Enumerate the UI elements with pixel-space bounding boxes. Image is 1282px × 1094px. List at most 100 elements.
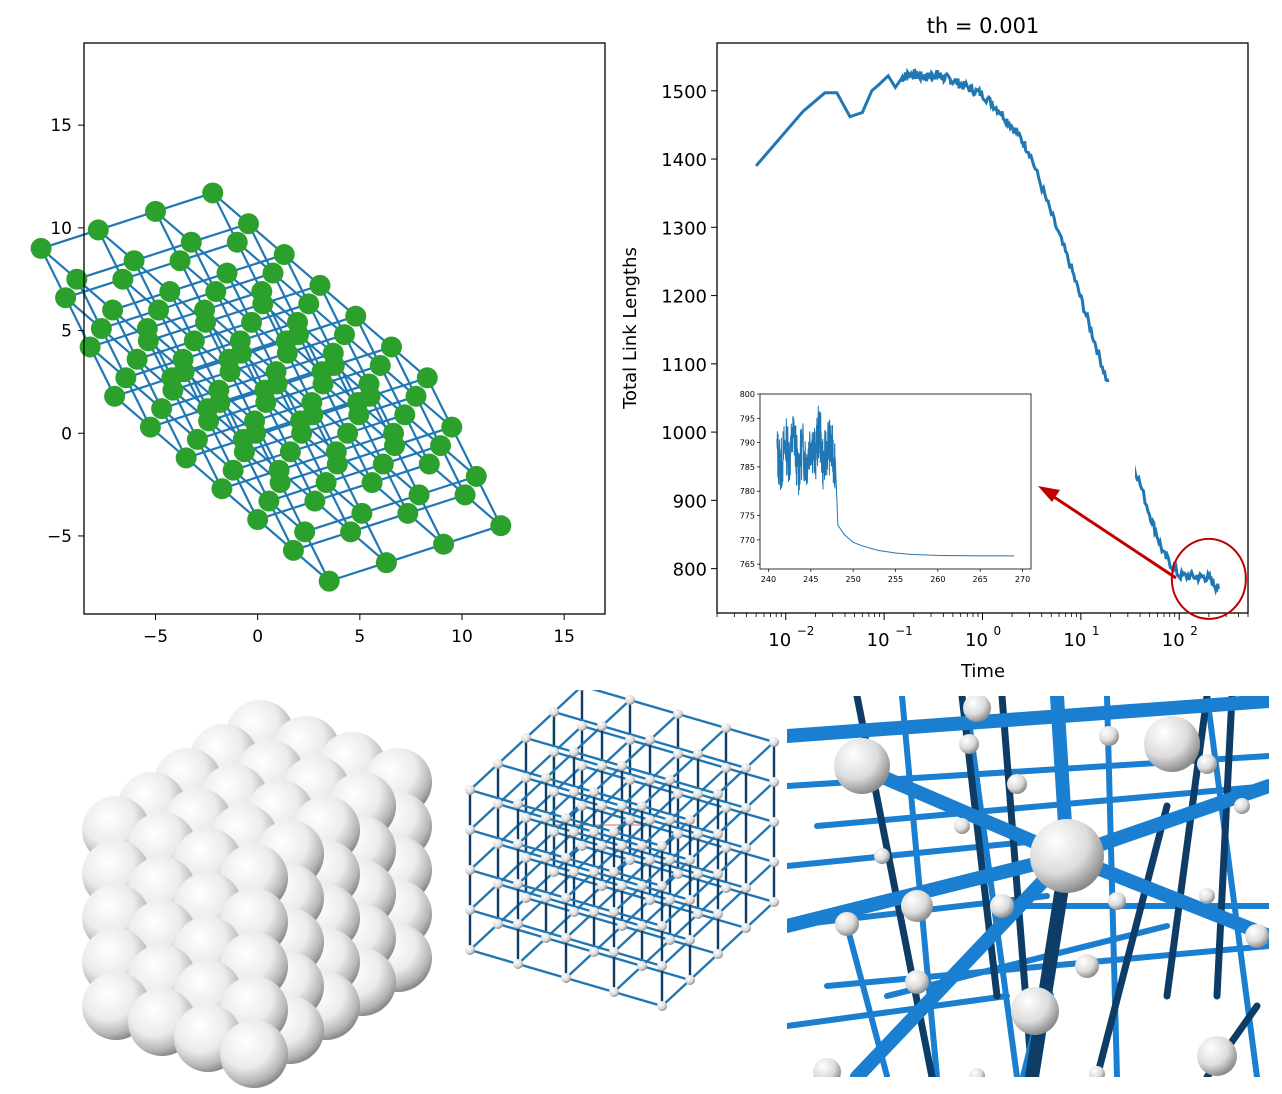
wire-node	[693, 829, 703, 839]
lattice-node	[273, 244, 295, 266]
wire-node	[561, 813, 571, 823]
wire-node	[637, 961, 647, 971]
lattice-node	[490, 515, 512, 537]
lattice-node	[79, 336, 101, 358]
wire-node	[577, 841, 587, 851]
wire-edge	[613, 965, 643, 993]
wire-node	[561, 973, 571, 983]
inset-y-tick-label: 795	[740, 414, 755, 423]
wire-node	[645, 775, 655, 785]
lattice-node	[318, 570, 340, 592]
wire-node	[577, 761, 587, 771]
wire-node	[549, 867, 559, 877]
wire-edge	[517, 882, 567, 900]
wire-edge	[517, 922, 567, 940]
wire-edge	[641, 804, 691, 822]
wire-edge	[669, 753, 699, 781]
wire-node	[769, 777, 779, 787]
wire-node	[569, 907, 579, 917]
wire-edge	[517, 897, 547, 925]
lattice-node	[430, 435, 452, 457]
wire-edge	[497, 882, 547, 900]
wire-node	[597, 761, 607, 771]
wire-node	[569, 787, 579, 797]
y-tick-label: −5	[47, 527, 72, 547]
wire-edge	[517, 817, 547, 845]
lattice-node	[311, 361, 333, 383]
wire-node	[521, 773, 531, 783]
wire-edge	[641, 884, 691, 902]
wire-node	[645, 735, 655, 745]
y-tick-label: 0	[61, 424, 72, 444]
wire-edge	[725, 806, 775, 824]
annotation-arrowhead	[1038, 486, 1060, 502]
wire-node	[465, 785, 475, 795]
wire-node	[513, 919, 523, 929]
y-tick-label: 800	[673, 560, 707, 581]
x-tick-label: 5	[354, 627, 365, 647]
link-length-plot: th = 0.001 10 −2 10 −1 10 0 10 1 10 2 800 900 1000 1…	[600, 0, 1282, 690]
wire-edge	[669, 898, 719, 916]
lattice-node	[258, 490, 280, 512]
wire-edge	[593, 790, 643, 808]
lattice-node	[340, 521, 362, 543]
wire-node	[465, 865, 475, 875]
wire-edge	[545, 896, 595, 914]
wire-node	[665, 895, 675, 905]
lattice-node	[205, 281, 227, 303]
lattice-node	[345, 305, 367, 327]
lattice-node	[115, 367, 137, 389]
wire-edge	[469, 788, 519, 806]
lattice-node	[104, 385, 126, 407]
wire-node	[589, 947, 599, 957]
lattice-node	[232, 428, 254, 450]
lattice-node	[347, 391, 369, 413]
lattice-node	[30, 237, 52, 259]
wire-node	[589, 787, 599, 797]
lattice-node	[226, 231, 248, 253]
inset-y-tick-label: 780	[740, 487, 755, 496]
wire-node	[597, 801, 607, 811]
x-tick-label: 10	[451, 627, 473, 647]
wire-node	[625, 735, 635, 745]
wire-node	[589, 867, 599, 877]
lattice-node	[139, 416, 161, 438]
wire-edge	[697, 832, 747, 850]
wire-edge	[573, 725, 603, 753]
inset-y-tick-label: 800	[740, 390, 755, 399]
wire-node	[521, 733, 531, 743]
wire-node	[673, 869, 683, 879]
wire-edge	[497, 737, 527, 765]
wire-edge	[717, 807, 747, 835]
lattice-node	[218, 348, 240, 370]
wire-node	[637, 801, 647, 811]
wire-edge	[697, 792, 747, 810]
wire-edge	[525, 776, 575, 794]
wire-node	[493, 799, 503, 809]
wire-node	[741, 843, 751, 853]
sphere	[220, 1020, 288, 1088]
lattice-node	[433, 533, 455, 555]
wire-node	[657, 1001, 667, 1011]
wire-edge	[669, 938, 719, 956]
lattice-node	[208, 379, 230, 401]
wire-node	[741, 763, 751, 773]
lattice-node	[275, 330, 297, 352]
wire-node	[609, 947, 619, 957]
wire-node	[693, 789, 703, 799]
wire-edge	[525, 736, 575, 754]
wire-edge	[565, 951, 595, 979]
wire-edge	[725, 886, 775, 904]
wire-edge	[565, 856, 615, 874]
lattice-node	[358, 373, 380, 395]
lattice-node	[337, 422, 359, 444]
wire-node	[617, 921, 627, 931]
wire-edge	[697, 727, 727, 755]
wire-edge	[669, 858, 719, 876]
lattice-node	[175, 447, 197, 469]
wire-edge	[649, 713, 679, 741]
lattice-node	[394, 404, 416, 426]
lattice-node	[102, 299, 124, 321]
lattice-node	[315, 472, 337, 494]
wire-node	[617, 881, 627, 891]
